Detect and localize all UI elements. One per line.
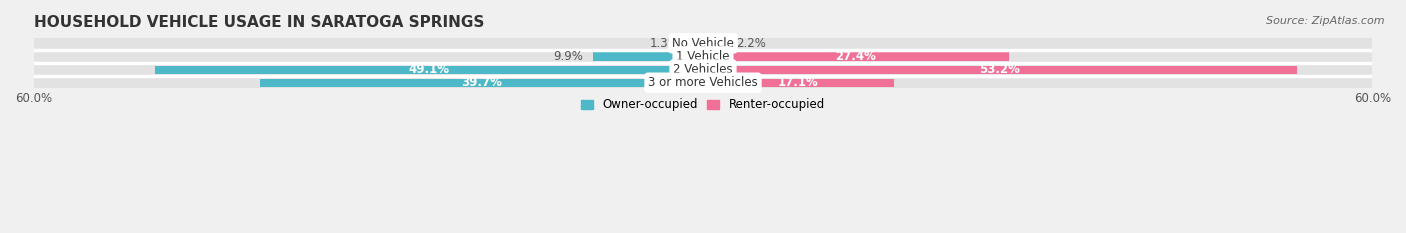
Text: HOUSEHOLD VEHICLE USAGE IN SARATOGA SPRINGS: HOUSEHOLD VEHICLE USAGE IN SARATOGA SPRI… <box>34 15 484 30</box>
Bar <box>703 79 894 87</box>
Bar <box>34 38 703 49</box>
Text: 9.9%: 9.9% <box>554 50 583 63</box>
Bar <box>689 39 703 47</box>
Text: 1.3%: 1.3% <box>650 37 679 50</box>
Bar <box>34 51 703 62</box>
Bar <box>34 64 703 75</box>
Bar <box>703 64 1372 75</box>
Text: 39.7%: 39.7% <box>461 76 502 89</box>
Bar <box>703 52 1008 61</box>
Text: Source: ZipAtlas.com: Source: ZipAtlas.com <box>1267 16 1385 26</box>
Text: 2.2%: 2.2% <box>737 37 766 50</box>
Bar <box>703 77 1372 88</box>
Bar <box>703 38 1372 49</box>
Legend: Owner-occupied, Renter-occupied: Owner-occupied, Renter-occupied <box>576 94 830 116</box>
Bar <box>703 51 1372 62</box>
Text: 2 Vehicles: 2 Vehicles <box>673 63 733 76</box>
Bar <box>34 77 703 88</box>
Text: 53.2%: 53.2% <box>980 63 1021 76</box>
Text: 3 or more Vehicles: 3 or more Vehicles <box>648 76 758 89</box>
Bar <box>703 65 1296 74</box>
Text: 17.1%: 17.1% <box>778 76 818 89</box>
Bar <box>703 39 727 47</box>
Bar <box>155 65 703 74</box>
Text: 1 Vehicle: 1 Vehicle <box>676 50 730 63</box>
Text: 27.4%: 27.4% <box>835 50 876 63</box>
Text: No Vehicle: No Vehicle <box>672 37 734 50</box>
Bar <box>260 79 703 87</box>
Text: 49.1%: 49.1% <box>409 63 450 76</box>
Bar <box>592 52 703 61</box>
